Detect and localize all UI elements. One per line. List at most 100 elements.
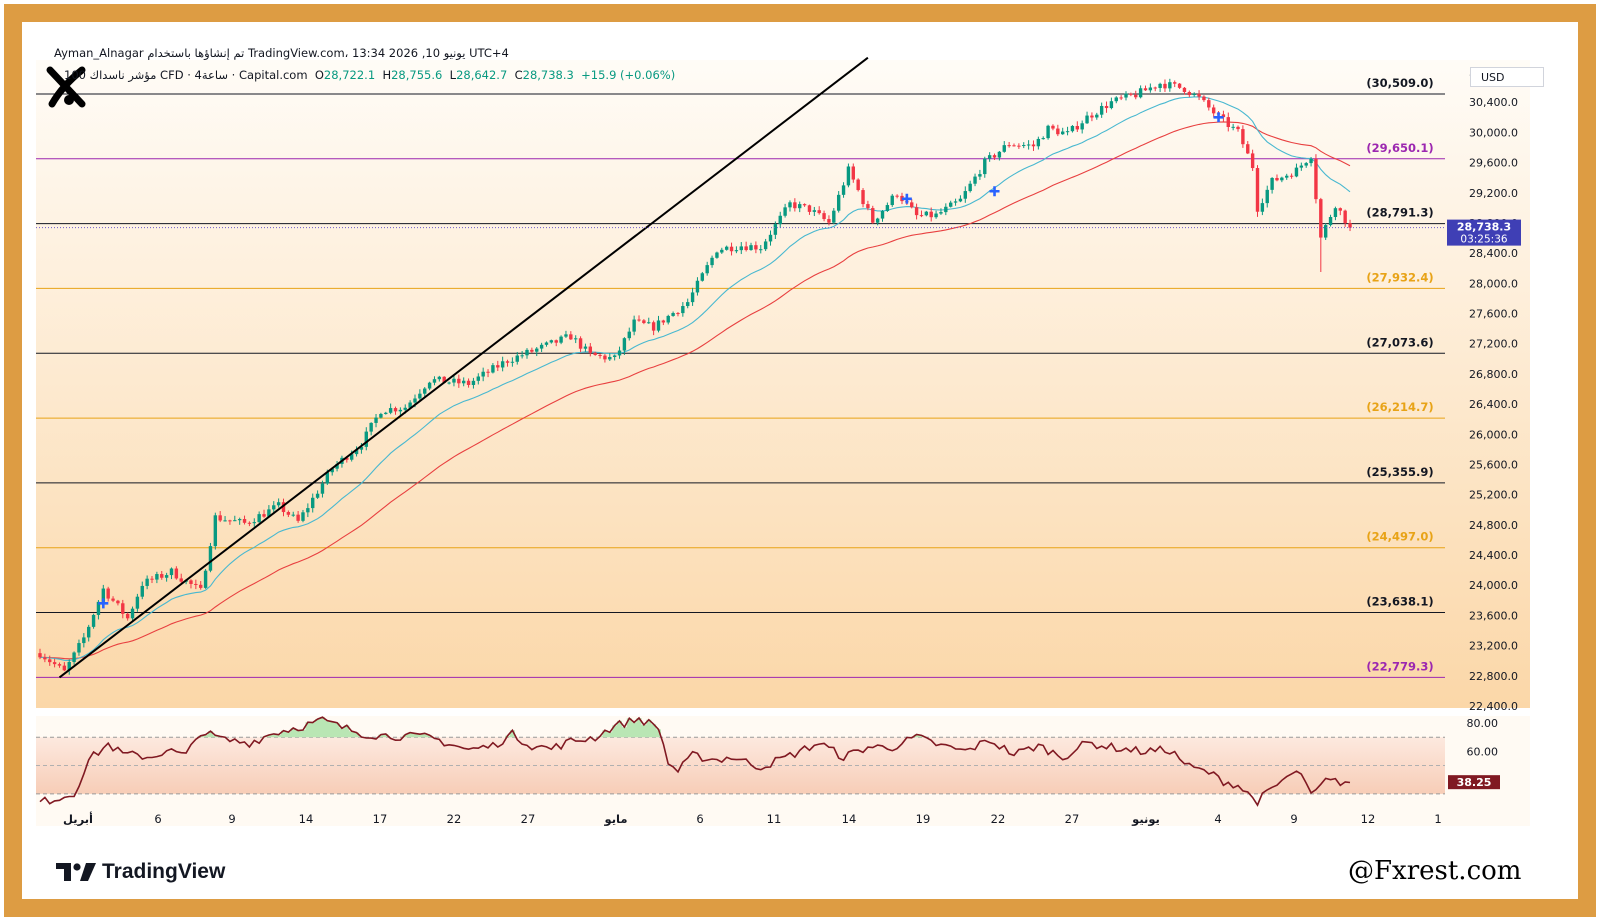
candle-body	[836, 194, 841, 211]
candle-body	[700, 273, 705, 281]
signal-cross-icon	[98, 598, 109, 609]
candle-body	[349, 454, 354, 460]
candle-body	[491, 365, 495, 373]
candle-body	[359, 446, 364, 450]
price-axis-tick: 30,400.0	[1469, 96, 1518, 109]
rsi-value-badge	[1448, 775, 1500, 790]
time-axis-tick: 1	[1434, 812, 1441, 826]
candle-body	[520, 355, 524, 357]
fib-level-label: (30,509.0)	[1366, 76, 1433, 90]
candle-body	[1275, 177, 1279, 181]
candle-body	[588, 346, 593, 353]
candle-body	[671, 313, 675, 316]
candle-body	[929, 211, 933, 218]
candle-body	[987, 155, 992, 159]
candle-body	[793, 202, 797, 209]
candle-body	[539, 344, 544, 349]
signal-cross-icon	[1213, 112, 1224, 123]
candle-body	[1085, 115, 1089, 124]
candle-body	[812, 210, 817, 212]
candle-body	[291, 514, 295, 516]
candle-body	[788, 202, 792, 208]
candle-body	[1294, 167, 1299, 177]
candle-body	[914, 207, 919, 216]
bar-countdown: 03:25:36	[1460, 234, 1507, 246]
price-pane[interactable]: (30,509.0) (29,650.1) (28,791.3) (27,932.4)…	[36, 56, 1530, 708]
candle-body	[272, 505, 276, 510]
candle-body	[1026, 144, 1031, 146]
candle-body	[96, 601, 101, 615]
candle-body	[38, 653, 42, 658]
change-value: +15.9 (+0.06%)	[581, 68, 676, 82]
candle-body	[1070, 125, 1075, 132]
candle-body	[189, 580, 193, 584]
candle-body	[345, 457, 349, 460]
candle-body	[164, 575, 169, 578]
candle-body	[944, 206, 948, 213]
price-axis-tick: 26,800.0	[1469, 368, 1518, 381]
candle-body	[1119, 97, 1123, 99]
candle-body	[958, 198, 963, 202]
trendline	[58, 56, 869, 679]
candle-body	[841, 185, 846, 195]
candle-body	[622, 338, 627, 351]
candle-body	[1090, 115, 1094, 118]
candle-body	[135, 596, 140, 609]
candle-body	[632, 319, 636, 332]
close-value: 28,738.3	[522, 68, 574, 82]
candle-body	[569, 334, 573, 340]
last-price-badge	[1447, 219, 1521, 246]
candle-body	[1056, 128, 1060, 135]
rsi-pane[interactable]	[36, 716, 1530, 826]
candle-body	[642, 320, 646, 324]
time-axis-tick: 6	[696, 812, 703, 826]
time-axis-tick: يونيو	[1131, 812, 1160, 827]
candle-body	[822, 213, 826, 220]
currency-selector[interactable]: USD	[1470, 67, 1544, 87]
price-axis-tick: 24,400.0	[1469, 549, 1518, 562]
candle-body	[724, 246, 729, 250]
candle-body	[320, 483, 325, 494]
candle-body	[1270, 177, 1274, 190]
candle-body	[1051, 125, 1055, 129]
price-pane-background	[36, 60, 1530, 708]
candle-body	[1124, 93, 1128, 98]
candle-body	[871, 208, 875, 223]
chart-canvas[interactable]: (30,509.0) (29,650.1) (28,791.3) (27,932.4)…	[22, 22, 1578, 899]
candle-body	[554, 340, 558, 343]
candle-body	[267, 509, 271, 517]
candle-body	[968, 183, 972, 192]
candle-body	[827, 219, 831, 223]
candle-body	[1328, 216, 1333, 226]
candle-body	[1177, 83, 1182, 88]
candle-body	[393, 408, 398, 412]
candle-body	[1153, 87, 1157, 89]
candle-body	[199, 584, 203, 588]
candle-body	[442, 376, 446, 383]
time-axis-tick: 14	[842, 812, 857, 826]
candle-body	[247, 522, 252, 524]
fxrest-brand-icon	[46, 66, 86, 108]
publish-info: Ayman_Alnagar تم إنشاؤها باستخدام Tradin…	[54, 46, 509, 60]
candle-body	[432, 379, 437, 383]
symbol-name: 100 مؤشر ناسداك CFD · 4ساعة · Capital.co…	[64, 68, 308, 82]
candle-body	[1323, 225, 1328, 238]
candle-body	[452, 378, 456, 383]
candle-body	[1226, 117, 1230, 128]
high-value: 28,755.6	[391, 68, 443, 82]
candle-body	[510, 361, 515, 363]
candle-body	[934, 213, 938, 218]
candle-body	[408, 402, 412, 408]
candle-body	[311, 497, 315, 509]
candle-body	[535, 348, 539, 352]
candle-body	[1241, 129, 1245, 145]
candle-body	[52, 662, 57, 665]
tradingview-logo[interactable]: TradingView	[56, 860, 225, 884]
fib-level-label: (28,791.3)	[1366, 206, 1433, 220]
candle-body	[1017, 145, 1021, 147]
candle-body	[101, 588, 106, 602]
time-axis-tick: 4	[1214, 812, 1221, 826]
candle-body	[1134, 94, 1138, 98]
tradingview-logo-icon	[56, 863, 96, 881]
candle-body	[471, 380, 476, 385]
